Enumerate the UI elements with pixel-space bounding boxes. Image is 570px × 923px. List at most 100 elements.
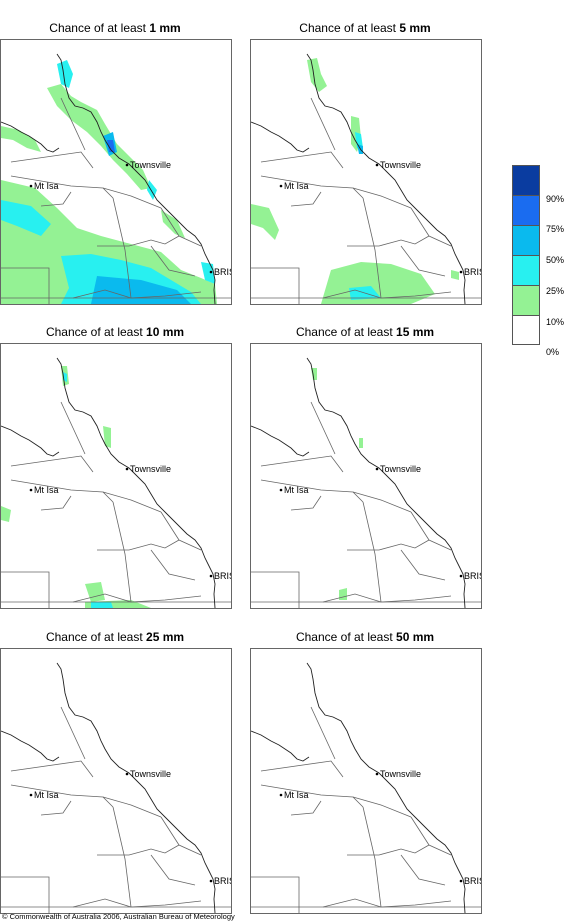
region-border [310,401,336,455]
region-border [97,844,180,856]
townsville-marker [375,163,379,167]
region-border [10,479,114,503]
region-border [260,455,344,473]
brisbane-label: BRIS [214,876,231,886]
coastline [56,662,216,913]
brisbane-marker [459,574,463,578]
townsville-label: Townsville [130,464,171,474]
townsville-label: Townsville [130,160,171,170]
region-border [362,197,382,299]
region-border [322,898,452,908]
mt-isa-marker [279,793,283,797]
map-25mm: Townsville Mt Isa BRIS [0,648,232,914]
townsville-marker [125,467,129,471]
region-border [1,267,50,304]
gulf-coastline [1,730,60,762]
townsville-marker [125,163,129,167]
gulf-coastline [1,425,60,457]
legend-swatch-25 [512,255,540,285]
region-border [60,706,86,760]
region-border [347,235,430,247]
region-border [10,175,114,199]
region-border [260,784,364,808]
brisbane-label: BRIS [464,571,481,581]
brisbane-marker [459,270,463,274]
panel-title-50mm: Chance of at least 50 mm [295,630,435,644]
rain-probability-area [1,506,11,522]
brisbane-marker [209,270,213,274]
map-canvas: Townsville Mt Isa BRIS [251,662,481,913]
map-10mm: Townsville Mt Isa BRIS [0,343,232,609]
rain-probability-area [251,204,279,240]
region-border [410,207,452,247]
townsville-marker [375,772,379,776]
rain-probability-area [307,58,327,92]
region-border [10,760,94,778]
legend-swatch-10 [512,285,540,315]
gulf-coastline [251,730,310,762]
region-border [310,706,336,760]
legend-label-75: 75% [546,224,565,234]
panel-title-15mm: Chance of at least 15 mm [295,325,435,339]
coastline [306,662,466,913]
legend-swatch-75 [512,195,540,225]
panel-title-1mm: Chance of at least 1 mm [49,21,181,35]
legend-swatch-50 [512,225,540,255]
mt-isa-marker [279,488,283,492]
rain-probability-area [57,60,73,88]
mt-isa-marker [29,488,33,492]
region-border [1,876,50,913]
region-border [102,491,162,513]
region-border [251,876,300,913]
region-border [40,191,72,207]
map-1mm: Townsville Mt Isa BRIS [0,39,232,305]
brisbane-marker [459,879,463,883]
rain-probability-area [91,602,113,608]
region-border [1,571,50,608]
region-border [72,898,202,908]
region-border [97,235,180,247]
coastline [306,357,466,608]
region-border [352,187,412,209]
mt-isa-label: Mt Isa [34,790,59,800]
rain-probability-area [321,262,435,304]
region-border [352,796,412,818]
region-border [290,191,322,207]
map-canvas: Townsville Mt Isa BRIS [251,53,481,304]
region-border [112,197,132,299]
gulf-coastline [251,121,310,153]
region-border [150,549,196,581]
panel-title-5mm: Chance of at least 5 mm [299,21,431,35]
region-border [60,97,86,151]
region-border [160,207,202,247]
townsville-label: Townsville [380,769,421,779]
gulf-coastline [1,121,60,153]
rain-probability-area [451,270,459,280]
legend-label-10: 10% [546,317,565,327]
coastline [306,53,466,304]
region-border [260,760,344,778]
mt-isa-marker [29,184,33,188]
panel-title-25mm: Chance of at least 25 mm [45,630,185,644]
region-border [400,245,446,277]
region-border [160,511,202,551]
region-border [347,539,430,551]
region-border [97,539,180,551]
legend-swatch-0 [512,315,540,345]
coastline [56,357,216,608]
brisbane-label: BRIS [214,571,231,581]
region-border [251,571,300,608]
region-border [260,151,344,169]
brisbane-marker [209,574,213,578]
map-canvas: Townsville Mt Isa BRIS [251,357,481,608]
legend-label-50: 50% [546,255,565,265]
townsville-marker [375,467,379,471]
rain-probability-area [103,426,111,448]
map-canvas: Townsville Mt Isa BRIS [1,357,231,608]
rain-probability-area [1,200,51,236]
region-border [410,816,452,856]
mt-isa-label: Mt Isa [284,485,309,495]
mt-isa-label: Mt Isa [34,485,59,495]
townsville-label: Townsville [380,160,421,170]
mt-isa-label: Mt Isa [284,790,309,800]
